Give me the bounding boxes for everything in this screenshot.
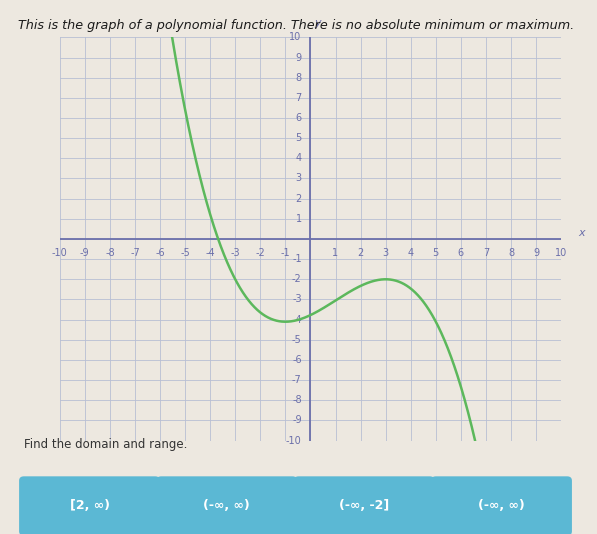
Text: Find the domain and range.: Find the domain and range. — [24, 438, 187, 451]
Text: [2, ∞): [2, ∞) — [69, 499, 110, 513]
Text: 3: 3 — [383, 248, 389, 258]
Text: -4: -4 — [292, 315, 301, 325]
FancyBboxPatch shape — [156, 476, 297, 534]
Text: -9: -9 — [292, 415, 301, 426]
Text: 6: 6 — [458, 248, 464, 258]
Text: y: y — [315, 18, 321, 28]
Text: -9: -9 — [80, 248, 90, 258]
Text: -2: -2 — [256, 248, 265, 258]
Text: -3: -3 — [230, 248, 240, 258]
Text: -6: -6 — [155, 248, 165, 258]
Text: -1: -1 — [281, 248, 290, 258]
Text: This is the graph of a polynomial function. There is no absolute minimum or maxi: This is the graph of a polynomial functi… — [18, 19, 574, 32]
Text: 2: 2 — [296, 194, 301, 203]
Text: (-∞, ∞): (-∞, ∞) — [478, 499, 525, 513]
Text: -6: -6 — [292, 355, 301, 365]
FancyBboxPatch shape — [19, 476, 160, 534]
Text: 5: 5 — [296, 133, 301, 143]
Text: -3: -3 — [292, 294, 301, 304]
Text: -1: -1 — [292, 254, 301, 264]
Text: -10: -10 — [52, 248, 67, 258]
Text: 8: 8 — [508, 248, 514, 258]
Text: 7: 7 — [483, 248, 489, 258]
Text: x: x — [578, 228, 584, 238]
Text: 1: 1 — [296, 214, 301, 224]
Text: 4: 4 — [408, 248, 414, 258]
Text: -4: -4 — [205, 248, 215, 258]
Text: 4: 4 — [296, 153, 301, 163]
Text: 10: 10 — [555, 248, 567, 258]
Text: 8: 8 — [296, 73, 301, 83]
FancyBboxPatch shape — [431, 476, 572, 534]
Text: -5: -5 — [292, 335, 301, 345]
Text: -7: -7 — [130, 248, 140, 258]
Text: 9: 9 — [533, 248, 539, 258]
Text: -2: -2 — [292, 274, 301, 284]
Text: 3: 3 — [296, 174, 301, 184]
Text: 5: 5 — [433, 248, 439, 258]
Text: 7: 7 — [296, 93, 301, 103]
FancyBboxPatch shape — [294, 476, 435, 534]
Text: 2: 2 — [358, 248, 364, 258]
Text: 10: 10 — [290, 33, 301, 42]
Text: -5: -5 — [180, 248, 190, 258]
Text: 9: 9 — [296, 52, 301, 62]
Text: -7: -7 — [292, 375, 301, 385]
Text: -8: -8 — [105, 248, 115, 258]
Text: -8: -8 — [292, 395, 301, 405]
Text: (-∞, -2]: (-∞, -2] — [339, 499, 389, 513]
Text: 1: 1 — [333, 248, 338, 258]
Text: -10: -10 — [286, 436, 301, 445]
Text: (-∞, ∞): (-∞, ∞) — [204, 499, 250, 513]
Text: 6: 6 — [296, 113, 301, 123]
